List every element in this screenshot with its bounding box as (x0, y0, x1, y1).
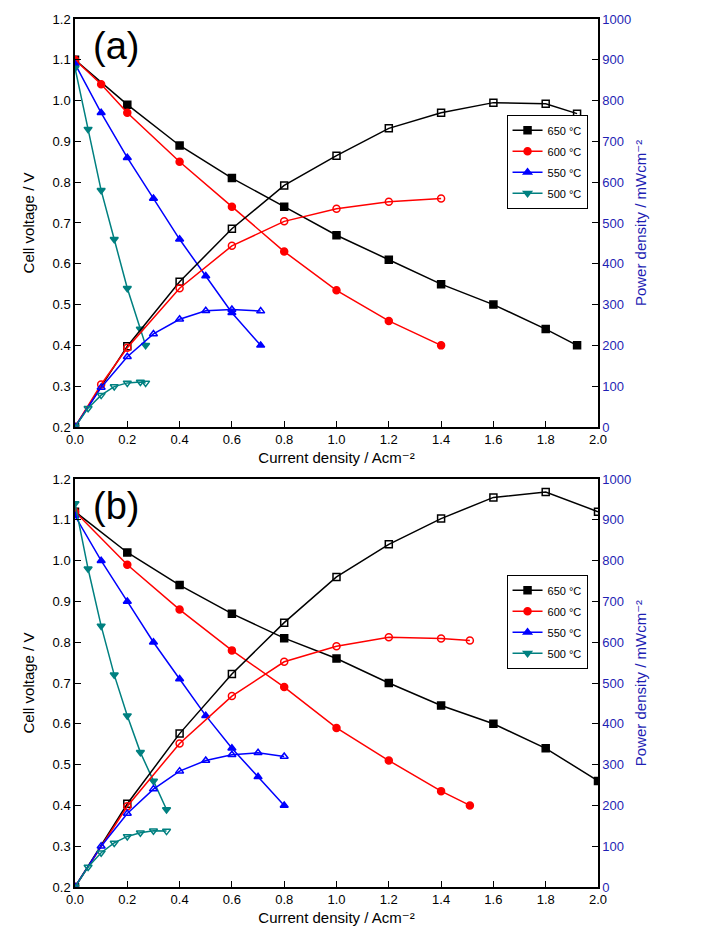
svg-text:1.1: 1.1 (53, 52, 71, 67)
svg-text:1.0: 1.0 (327, 432, 345, 447)
svg-text:0.8: 0.8 (275, 892, 293, 907)
svg-text:Cell voltage / V: Cell voltage / V (21, 173, 38, 274)
svg-text:900: 900 (602, 52, 624, 67)
svg-text:2.0: 2.0 (589, 432, 607, 447)
svg-text:600: 600 (602, 175, 624, 190)
svg-text:Current density / Acm⁻²: Current density / Acm⁻² (258, 909, 414, 926)
svg-text:0.0: 0.0 (66, 432, 84, 447)
svg-text:1.2: 1.2 (53, 472, 71, 487)
svg-text:2.0: 2.0 (589, 892, 607, 907)
svg-text:Power density / mWcm⁻²: Power density / mWcm⁻² (632, 140, 649, 306)
svg-text:0.7: 0.7 (53, 216, 71, 231)
svg-text:0.6: 0.6 (53, 256, 71, 271)
svg-text:800: 800 (602, 553, 624, 568)
svg-text:0.4: 0.4 (53, 338, 71, 353)
svg-text:0: 0 (602, 880, 609, 895)
svg-text:0.8: 0.8 (53, 175, 71, 190)
svg-text:0.9: 0.9 (53, 594, 71, 609)
svg-text:0.6: 0.6 (223, 432, 241, 447)
svg-text:1000: 1000 (602, 472, 631, 487)
svg-text:1.8: 1.8 (537, 432, 555, 447)
svg-text:100: 100 (602, 839, 624, 854)
svg-text:200: 200 (602, 338, 624, 353)
svg-text:300: 300 (602, 297, 624, 312)
svg-text:550 °C: 550 °C (548, 167, 582, 179)
svg-text:0.3: 0.3 (53, 379, 71, 394)
svg-text:500: 500 (602, 676, 624, 691)
svg-text:1000: 1000 (602, 12, 631, 27)
svg-text:0.2: 0.2 (118, 892, 136, 907)
svg-text:0.6: 0.6 (223, 892, 241, 907)
svg-text:600: 600 (602, 635, 624, 650)
svg-text:1.0: 1.0 (327, 892, 345, 907)
svg-text:0.5: 0.5 (53, 297, 71, 312)
svg-text:650 °C: 650 °C (548, 125, 582, 137)
svg-text:1.6: 1.6 (484, 432, 502, 447)
svg-text:0.8: 0.8 (275, 432, 293, 447)
svg-text:400: 400 (602, 716, 624, 731)
svg-text:900: 900 (602, 512, 624, 527)
svg-text:600 °C: 600 °C (548, 146, 582, 158)
svg-text:400: 400 (602, 256, 624, 271)
svg-text:1.0: 1.0 (53, 553, 71, 568)
svg-text:0.5: 0.5 (53, 757, 71, 772)
svg-text:Cell voltage / V: Cell voltage / V (21, 633, 38, 734)
svg-text:Current density / Acm⁻²: Current density / Acm⁻² (258, 449, 414, 466)
svg-text:0.2: 0.2 (53, 420, 71, 435)
svg-text:200: 200 (602, 798, 624, 813)
svg-text:300: 300 (602, 757, 624, 772)
svg-text:0.9: 0.9 (53, 134, 71, 149)
svg-text:600 °C: 600 °C (548, 606, 582, 618)
svg-text:0.0: 0.0 (66, 892, 84, 907)
svg-text:0.4: 0.4 (53, 798, 71, 813)
svg-text:0.7: 0.7 (53, 676, 71, 691)
svg-text:0: 0 (602, 420, 609, 435)
svg-text:0.2: 0.2 (118, 432, 136, 447)
svg-text:1.6: 1.6 (484, 892, 502, 907)
svg-text:(a): (a) (93, 25, 139, 67)
svg-text:500 °C: 500 °C (548, 648, 582, 660)
svg-text:0.4: 0.4 (171, 432, 189, 447)
svg-text:1.0: 1.0 (53, 93, 71, 108)
svg-text:0.6: 0.6 (53, 716, 71, 731)
svg-text:500 °C: 500 °C (548, 188, 582, 200)
svg-text:0.4: 0.4 (171, 892, 189, 907)
svg-text:0.2: 0.2 (53, 880, 71, 895)
svg-text:500: 500 (602, 216, 624, 231)
svg-text:700: 700 (602, 594, 624, 609)
svg-text:800: 800 (602, 93, 624, 108)
svg-text:1.8: 1.8 (537, 892, 555, 907)
svg-text:650 °C: 650 °C (548, 585, 582, 597)
svg-text:(b): (b) (93, 485, 139, 527)
svg-text:1.2: 1.2 (380, 432, 398, 447)
svg-text:0.8: 0.8 (53, 635, 71, 650)
svg-text:0.3: 0.3 (53, 839, 71, 854)
svg-text:1.1: 1.1 (53, 512, 71, 527)
svg-text:1.2: 1.2 (53, 12, 71, 27)
svg-text:Power density / mWcm⁻²: Power density / mWcm⁻² (632, 600, 649, 766)
svg-text:1.2: 1.2 (380, 892, 398, 907)
svg-text:1.4: 1.4 (432, 892, 450, 907)
svg-text:700: 700 (602, 134, 624, 149)
svg-text:100: 100 (602, 379, 624, 394)
svg-text:550 °C: 550 °C (548, 627, 582, 639)
svg-text:1.4: 1.4 (432, 432, 450, 447)
